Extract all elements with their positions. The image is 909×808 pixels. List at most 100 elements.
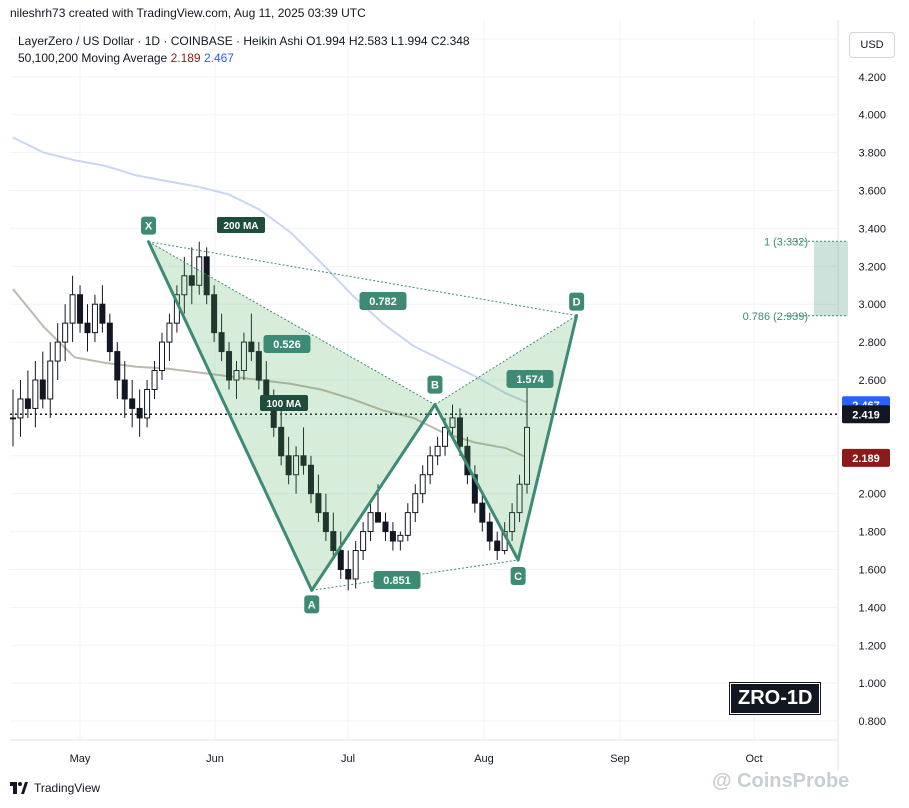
- candle-body: [47, 360, 54, 400]
- candle-body: [121, 379, 128, 400]
- candle-body: [255, 351, 262, 381]
- candle: [397, 531, 404, 551]
- candle: [144, 380, 151, 428]
- candle: [471, 465, 478, 513]
- candle-body: [427, 455, 434, 476]
- candle-body: [218, 332, 225, 353]
- candle-body: [494, 540, 501, 552]
- ma-label-text: 100 MA: [266, 399, 301, 410]
- candle-body: [233, 370, 240, 381]
- candle: [151, 361, 158, 399]
- candle: [516, 474, 523, 523]
- candle-body: [39, 379, 46, 400]
- candle-body: [226, 351, 233, 381]
- candle: [412, 484, 419, 523]
- x-tick-label: Jul: [341, 753, 355, 765]
- leg-ab: [310, 403, 437, 592]
- candle-body: [360, 531, 367, 552]
- y-tick-label: 4.000: [858, 110, 886, 122]
- currency-button[interactable]: USD: [849, 32, 895, 58]
- candle-body: [69, 294, 76, 324]
- candle-body: [397, 534, 404, 542]
- tradingview-logo-icon: [10, 782, 28, 794]
- watermark-text: CoinsProbe: [737, 770, 850, 792]
- moving-average-lines: [12, 136, 528, 459]
- candle-body: [516, 483, 523, 514]
- candle-body: [129, 398, 136, 409]
- candle-body: [434, 445, 441, 457]
- y-tick-label: 3.400: [858, 223, 886, 235]
- candle-body: [32, 379, 39, 409]
- candle: [427, 446, 434, 485]
- candle-body: [196, 256, 203, 286]
- point-label-x: X: [141, 216, 157, 235]
- candle: [434, 436, 441, 466]
- candle-body: [456, 417, 463, 447]
- candle: [419, 465, 426, 504]
- y-tick-label: 3.600: [858, 186, 886, 198]
- ma200-line: [12, 136, 528, 404]
- candle: [367, 503, 374, 542]
- candle-body: [471, 474, 478, 504]
- y-tick-label: 1.000: [858, 678, 886, 690]
- y-tick-label: 1.800: [858, 527, 886, 539]
- ratio-label-0526: 0.526: [263, 335, 311, 353]
- candle-body: [106, 322, 113, 353]
- prz-lower-label: 0.786 (2.939): [743, 311, 808, 323]
- y-tick-label: 1.200: [858, 640, 886, 652]
- candle: [278, 408, 285, 466]
- point-label-a-bg: [304, 595, 320, 614]
- point-label-c-text: C: [514, 571, 522, 583]
- ma-label-bg: [217, 217, 265, 233]
- ma-value-2: 2.467: [203, 51, 234, 65]
- y-tick-label: 4.200: [858, 72, 886, 84]
- candle-body: [315, 493, 322, 514]
- candle: [337, 531, 344, 579]
- candle: [479, 493, 486, 532]
- candle: [360, 522, 367, 560]
- candle-body: [144, 388, 151, 419]
- y-tick-label: 0.800: [858, 716, 886, 728]
- candle-body: [91, 303, 98, 334]
- candle-body: [322, 512, 329, 533]
- y-tick-label: 2.600: [858, 375, 886, 387]
- candle-body: [404, 512, 411, 536]
- price-label-bg: [842, 448, 890, 467]
- x-tick-label: Oct: [745, 753, 762, 765]
- ma100-line: [12, 288, 528, 459]
- candle: [39, 351, 46, 409]
- ratio-label-0526-text: 0.526: [273, 339, 301, 351]
- candle-body: [158, 341, 165, 372]
- footer-brand[interactable]: TradingView: [10, 781, 100, 795]
- watermark: @ CoinsProbe: [712, 770, 850, 792]
- ratio-line-xb: [148, 241, 436, 406]
- ratio-label-0851-text: 0.851: [383, 575, 411, 587]
- candle: [99, 285, 106, 333]
- candle: [255, 342, 262, 390]
- candle: [449, 404, 456, 437]
- harmonic-pattern: 1 (3.332) 0.786 (2.939) X A B C D 0.782 0.526 1.5…: [141, 216, 848, 614]
- y-tick-label: 1.600: [858, 564, 886, 576]
- candle: [106, 313, 113, 362]
- candle: [345, 550, 352, 591]
- candle: [248, 313, 255, 362]
- candle: [62, 304, 69, 362]
- ohlc-close: C2.348: [430, 34, 470, 48]
- candle-body: [62, 322, 69, 343]
- candle-body: [181, 275, 188, 296]
- candle: [77, 285, 84, 333]
- candle: [166, 313, 173, 362]
- prz-upper-label: 1 (3.332): [764, 236, 808, 248]
- leg-cd: [516, 314, 579, 562]
- candle: [307, 455, 314, 504]
- symbol-info: LayerZero / US Dollar · 1D · COINBASE · …: [18, 34, 470, 48]
- ratio-label-0782-text: 0.782: [369, 296, 397, 308]
- candle-body: [307, 464, 314, 495]
- candle-body: [10, 417, 16, 420]
- candle-body: [77, 294, 84, 324]
- y-tick-label: 2.800: [858, 337, 886, 349]
- point-label-b: B: [427, 375, 443, 394]
- candle-body: [509, 512, 516, 533]
- candle-body: [240, 341, 247, 372]
- author-line: nileshrh73 created with TradingView.com,…: [10, 6, 366, 20]
